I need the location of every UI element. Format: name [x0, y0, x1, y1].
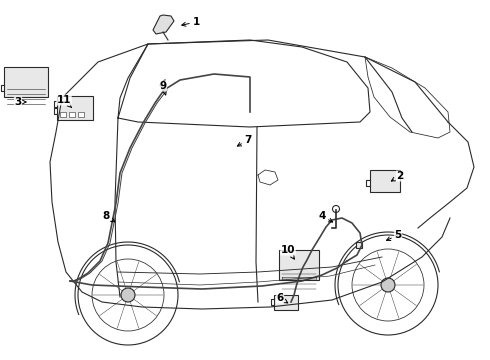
Text: 6: 6: [276, 293, 288, 303]
Bar: [60, 112, 66, 117]
Text: 11: 11: [57, 95, 72, 108]
Text: 2: 2: [392, 171, 404, 181]
Bar: [370, 170, 400, 192]
Circle shape: [381, 278, 395, 292]
Bar: [78, 112, 84, 117]
Bar: [69, 112, 75, 117]
Circle shape: [121, 288, 135, 302]
Text: 3: 3: [14, 97, 26, 107]
Text: 7: 7: [237, 135, 252, 146]
Text: 10: 10: [281, 245, 295, 259]
Text: 1: 1: [182, 17, 199, 27]
Text: 4: 4: [318, 211, 333, 222]
Bar: [57, 96, 93, 120]
Bar: [356, 242, 362, 248]
Text: 8: 8: [102, 211, 115, 222]
Polygon shape: [153, 15, 174, 34]
Bar: [4, 67, 48, 97]
Bar: [279, 250, 319, 280]
Bar: [274, 295, 298, 310]
Text: 5: 5: [387, 230, 402, 240]
Text: 9: 9: [159, 81, 167, 95]
